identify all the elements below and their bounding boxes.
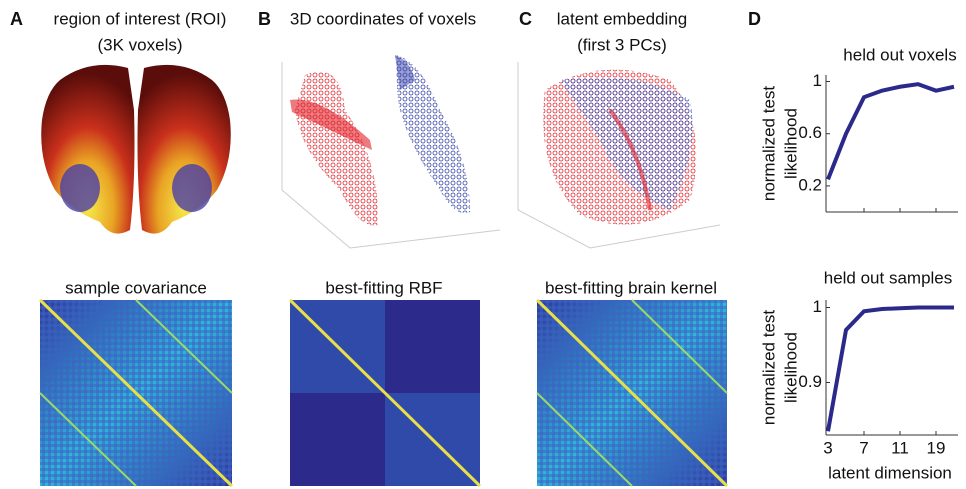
panel-subtitle: (first 3 PCs) — [577, 35, 667, 54]
y-tick-label: 0.9 — [798, 372, 822, 391]
x-tick-label: 11 — [891, 438, 909, 457]
line — [828, 308, 954, 432]
chart-title: held out samples — [824, 268, 953, 287]
brain-render — [41, 65, 231, 234]
matrix-image — [40, 300, 232, 486]
y-tick-label: 1 — [813, 297, 822, 316]
panel-letter: A — [10, 9, 23, 29]
voxel-scatter — [282, 55, 500, 248]
matrix-title: sample covariance — [65, 278, 207, 297]
matrix-image — [290, 300, 480, 486]
chart-title: held out voxels — [843, 45, 956, 64]
x-tick-label: 7 — [859, 438, 868, 457]
figure: A region of interest (ROI) (3K voxels) B… — [0, 0, 966, 489]
panel-letter: C — [519, 9, 532, 29]
x-tick-label: 19 — [927, 438, 946, 457]
y-axis-label: likelihood — [781, 108, 800, 179]
x-axis-label: latent dimension — [828, 463, 952, 482]
x-tick-label: 3 — [823, 438, 832, 457]
line — [828, 84, 954, 179]
panel-title: region of interest (ROI) — [54, 9, 227, 28]
y-tick-label: 0.6 — [798, 123, 822, 142]
matrix-image — [537, 300, 727, 486]
panel-title: latent embedding — [557, 9, 687, 28]
y-axis-label: likelihood — [781, 332, 800, 403]
panel-letter: D — [748, 9, 761, 29]
panel-subtitle: (3K voxels) — [97, 35, 182, 54]
y-axis-label: normalized test — [759, 86, 778, 202]
matrix-title: best-fitting brain kernel — [545, 278, 717, 297]
y-axis-label: normalized test — [759, 310, 778, 426]
panel-letter: B — [258, 9, 271, 29]
latent-scatter — [518, 62, 720, 248]
matrix-title: best-fitting RBF — [325, 278, 442, 297]
y-tick-label: 1 — [813, 71, 822, 90]
y-tick-label: 0.2 — [798, 175, 822, 194]
panel-title: 3D coordinates of voxels — [290, 9, 476, 28]
